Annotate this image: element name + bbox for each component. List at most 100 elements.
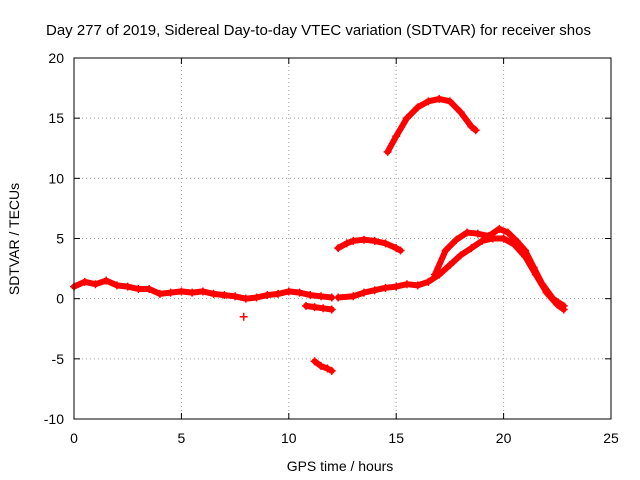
data-point: [220, 291, 229, 300]
data-point: [512, 236, 521, 245]
series-isolated-point: [239, 312, 248, 321]
data-point: [166, 288, 175, 297]
data-point: [402, 280, 411, 289]
data-point: [319, 304, 328, 313]
data-point: [123, 282, 132, 291]
data-point: [306, 291, 315, 300]
data-point: [424, 97, 433, 106]
data-point: [231, 292, 240, 301]
data-point: [327, 305, 336, 314]
data-point: [370, 236, 379, 245]
x-tick-label: 5: [178, 430, 186, 446]
data-point: [145, 285, 154, 294]
data-point: [334, 293, 343, 302]
y-tick-label: -10: [44, 411, 64, 427]
data-point: [198, 287, 207, 296]
data-point: [239, 312, 248, 321]
data-point: [102, 276, 111, 285]
data-point: [134, 285, 143, 294]
data-point: [430, 270, 439, 279]
data-point: [484, 232, 493, 241]
data-point: [529, 263, 538, 272]
data-point: [473, 229, 482, 238]
data-point: [471, 126, 480, 135]
y-axis-label: SDTVAR / TECUs: [6, 183, 22, 295]
data-point: [263, 291, 272, 300]
data-point: [91, 280, 100, 289]
data-point: [370, 286, 379, 295]
data-points: [70, 94, 568, 375]
data-point: [317, 292, 326, 301]
x-tick-label: 25: [603, 430, 619, 446]
grid: [74, 58, 611, 419]
data-point: [209, 289, 218, 298]
x-tick-label: 15: [388, 430, 404, 446]
data-point: [521, 246, 530, 255]
y-tick-label: 5: [56, 231, 64, 247]
series-negative-arc: [310, 357, 336, 375]
data-point: [295, 288, 304, 297]
data-point: [478, 236, 487, 245]
x-tick-label: 20: [496, 430, 512, 446]
data-point: [441, 246, 450, 255]
data-point: [80, 277, 89, 286]
data-point: [284, 287, 293, 296]
data-point: [241, 294, 250, 303]
data-point: [359, 288, 368, 297]
data-point: [274, 289, 283, 298]
data-point: [252, 293, 261, 302]
y-tick-label: 10: [48, 170, 64, 186]
data-point: [413, 281, 422, 290]
data-point: [413, 103, 422, 112]
series-upper-late-arc: [430, 224, 568, 310]
data-point: [424, 277, 433, 286]
data-point: [342, 239, 351, 248]
series-trail: [384, 95, 479, 155]
data-point: [396, 246, 405, 255]
data-point: [495, 224, 504, 233]
data-point: [381, 239, 390, 248]
series-trail: [303, 302, 335, 313]
series-trail: [311, 358, 335, 374]
x-tick-label: 10: [281, 430, 297, 446]
ticks: 0 5 10 15 20 25 -10 -5 0 5 10 15 20: [44, 50, 619, 446]
data-point: [445, 260, 454, 269]
series-middle-arc: [334, 235, 405, 255]
x-tick-label: 0: [70, 430, 78, 446]
series-high-arc: [383, 94, 480, 156]
series-main-arc: [70, 276, 336, 303]
data-point: [349, 292, 358, 301]
data-point: [392, 132, 401, 141]
data-point: [445, 97, 454, 106]
data-point: [456, 108, 465, 117]
data-point: [503, 228, 512, 237]
data-point: [392, 244, 401, 253]
data-point: [301, 301, 310, 310]
y-tick-label: -5: [52, 351, 65, 367]
x-axis-label: GPS time / hours: [287, 458, 394, 474]
data-point: [467, 244, 476, 253]
data-point: [383, 147, 392, 156]
data-point: [177, 287, 186, 296]
series-trail: [431, 225, 567, 309]
data-point: [381, 283, 390, 292]
data-point: [112, 281, 121, 290]
data-point: [359, 235, 368, 244]
data-point: [452, 235, 461, 244]
series-small-dip: [301, 301, 336, 314]
data-point: [559, 301, 568, 310]
data-point: [435, 94, 444, 103]
data-point: [392, 282, 401, 291]
data-point: [327, 366, 336, 375]
y-tick-label: 20: [48, 50, 64, 66]
data-point: [310, 303, 319, 312]
data-point: [538, 280, 547, 289]
data-point: [310, 357, 319, 366]
data-point: [549, 294, 558, 303]
data-point: [317, 362, 326, 371]
data-point: [456, 251, 465, 260]
data-point: [188, 288, 197, 297]
data-point: [467, 122, 476, 131]
y-tick-label: 0: [56, 291, 64, 307]
